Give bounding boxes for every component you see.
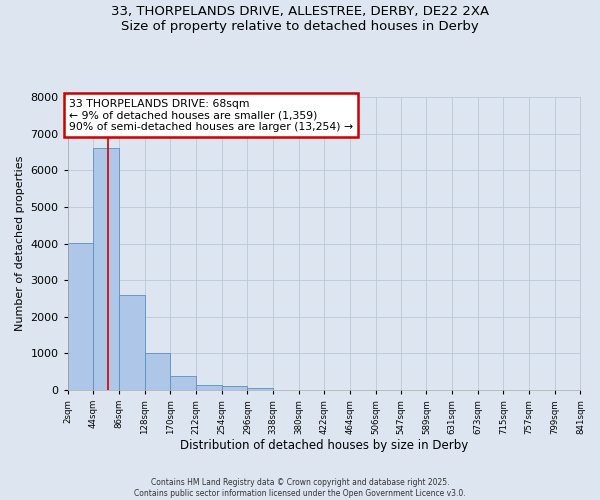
X-axis label: Distribution of detached houses by size in Derby: Distribution of detached houses by size … <box>180 440 468 452</box>
Bar <box>222 386 247 390</box>
Bar <box>68 243 94 390</box>
Bar <box>119 295 145 390</box>
Bar <box>170 376 196 390</box>
Bar <box>196 384 222 390</box>
Text: 33, THORPELANDS DRIVE, ALLESTREE, DERBY, DE22 2XA
Size of property relative to d: 33, THORPELANDS DRIVE, ALLESTREE, DERBY,… <box>111 5 489 33</box>
Bar <box>247 388 273 390</box>
Bar <box>145 354 170 390</box>
Text: 33 THORPELANDS DRIVE: 68sqm
← 9% of detached houses are smaller (1,359)
90% of s: 33 THORPELANDS DRIVE: 68sqm ← 9% of deta… <box>69 99 353 132</box>
Bar <box>94 148 119 390</box>
Text: Contains HM Land Registry data © Crown copyright and database right 2025.
Contai: Contains HM Land Registry data © Crown c… <box>134 478 466 498</box>
Y-axis label: Number of detached properties: Number of detached properties <box>15 156 25 331</box>
